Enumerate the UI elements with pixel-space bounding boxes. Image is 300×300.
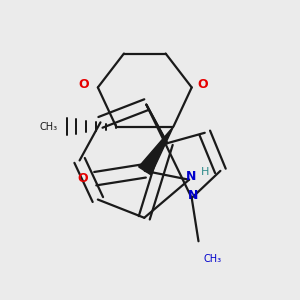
- Text: CH₃: CH₃: [204, 254, 222, 264]
- Text: O: O: [77, 172, 88, 185]
- Text: N: N: [188, 189, 199, 203]
- Text: O: O: [78, 78, 88, 91]
- Text: CH₃: CH₃: [39, 122, 57, 131]
- Text: H: H: [201, 167, 209, 177]
- Text: N: N: [186, 170, 196, 183]
- Text: O: O: [198, 78, 208, 91]
- Polygon shape: [139, 127, 173, 175]
